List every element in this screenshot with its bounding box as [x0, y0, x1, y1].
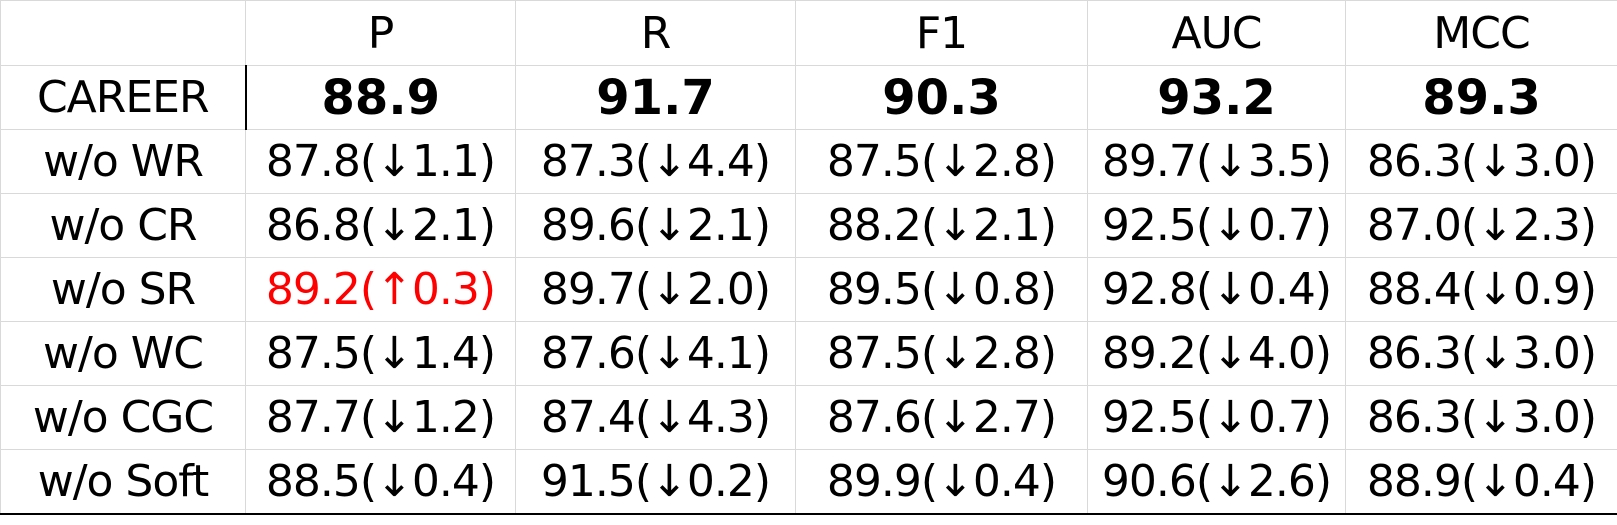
table-cell[interactable]: 87.5(↓2.8) [795, 321, 1088, 386]
table-cell[interactable]: 92.5(↓0.7) [1087, 385, 1346, 450]
table-cell[interactable]: 86.3(↓3.0) [1345, 321, 1617, 386]
table-cell[interactable]: 86.8(↓2.1) [245, 193, 516, 258]
table-cell[interactable]: 87.0(↓2.3) [1345, 193, 1617, 258]
table-cell[interactable]: 88.5(↓0.4) [245, 449, 516, 515]
table-row: w/o WR 87.8(↓1.1) 87.3(↓4.4) 87.5(↓2.8) … [0, 129, 1617, 194]
table-cell-increase[interactable]: 89.2(↑0.3) [245, 257, 516, 322]
column-header-p[interactable]: P [245, 0, 516, 66]
row-label[interactable]: w/o Soft [0, 449, 246, 515]
table-cell[interactable]: 88.9(↓0.4) [1345, 449, 1617, 515]
table-cell[interactable]: 87.5(↓1.4) [245, 321, 516, 386]
table-cell[interactable]: 87.7(↓1.2) [245, 385, 516, 450]
table-row: w/o SR 89.2(↑0.3) 89.7(↓2.0) 89.5(↓0.8) … [0, 257, 1617, 322]
table-row: w/o WC 87.5(↓1.4) 87.6(↓4.1) 87.5(↓2.8) … [0, 321, 1617, 386]
table-cell[interactable]: 90.6(↓2.6) [1087, 449, 1346, 515]
table-cell[interactable]: 89.5(↓0.8) [795, 257, 1088, 322]
table-cell[interactable]: 87.4(↓4.3) [515, 385, 796, 450]
table-cell[interactable]: 92.5(↓0.7) [1087, 193, 1346, 258]
column-header-r[interactable]: R [515, 0, 796, 66]
table-cell[interactable]: 87.8(↓1.1) [245, 129, 516, 194]
table-cell[interactable]: 88.4(↓0.9) [1345, 257, 1617, 322]
cell-career-f1[interactable]: 90.3 [795, 65, 1088, 130]
table-cell[interactable]: 91.5(↓0.2) [515, 449, 796, 515]
table-cell[interactable]: 89.2(↓4.0) [1087, 321, 1346, 386]
table-cell[interactable]: 92.8(↓0.4) [1087, 257, 1346, 322]
table-row: w/o Soft 88.5(↓0.4) 91.5(↓0.2) 89.9(↓0.4… [0, 449, 1617, 515]
row-label[interactable]: w/o SR [0, 257, 246, 322]
table-row: w/o CGC 87.7(↓1.2) 87.4(↓4.3) 87.6(↓2.7)… [0, 385, 1617, 450]
table-cell[interactable]: 87.5(↓2.8) [795, 129, 1088, 194]
table-cell[interactable]: 89.9(↓0.4) [795, 449, 1088, 515]
corner-cell[interactable] [0, 0, 246, 66]
header-row: P R F1 AUC MCC [0, 0, 1617, 66]
column-header-mcc[interactable]: MCC [1345, 0, 1617, 66]
cell-career-mcc[interactable]: 89.3 [1345, 65, 1617, 130]
column-header-f1[interactable]: F1 [795, 0, 1088, 66]
row-label[interactable]: w/o CR [0, 193, 246, 258]
table-cell[interactable]: 88.2(↓2.1) [795, 193, 1088, 258]
cell-career-p[interactable]: 88.9 [245, 65, 516, 130]
table-cell[interactable]: 87.6(↓2.7) [795, 385, 1088, 450]
table-cell[interactable]: 86.3(↓3.0) [1345, 385, 1617, 450]
cell-career-auc[interactable]: 93.2 [1087, 65, 1346, 130]
cell-career-r[interactable]: 91.7 [515, 65, 796, 130]
table-cell[interactable]: 89.7(↓2.0) [515, 257, 796, 322]
table-cell[interactable]: 87.3(↓4.4) [515, 129, 796, 194]
table-cell[interactable]: 89.6(↓2.1) [515, 193, 796, 258]
table-cell[interactable]: 87.6(↓4.1) [515, 321, 796, 386]
row-label[interactable]: w/o WR [0, 129, 246, 194]
table-row-career: CAREER 88.9 91.7 90.3 93.2 89.3 [0, 65, 1617, 130]
row-label[interactable]: w/o WC [0, 321, 246, 386]
column-header-auc[interactable]: AUC [1087, 0, 1346, 66]
row-label[interactable]: w/o CGC [0, 385, 246, 450]
table-cell[interactable]: 89.7(↓3.5) [1087, 129, 1346, 194]
row-label-career[interactable]: CAREER [0, 65, 247, 130]
table-row: w/o CR 86.8(↓2.1) 89.6(↓2.1) 88.2(↓2.1) … [0, 193, 1617, 258]
table-cell[interactable]: 86.3(↓3.0) [1345, 129, 1617, 194]
